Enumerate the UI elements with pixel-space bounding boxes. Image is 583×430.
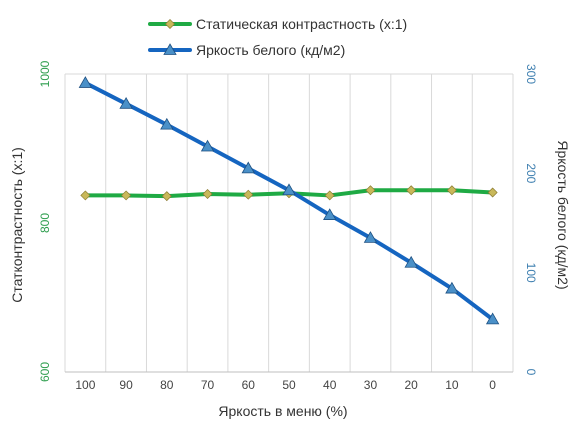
series-1-point <box>121 190 132 201</box>
x-tick-label: 60 <box>242 378 256 392</box>
series-1-point <box>446 185 457 196</box>
series-1-point <box>202 188 213 199</box>
right-tick-label: 200 <box>524 163 538 183</box>
x-tick-label: 20 <box>405 378 419 392</box>
series-2-point <box>282 183 296 196</box>
x-tick-label: 50 <box>282 378 296 392</box>
series-1-point <box>80 190 91 201</box>
right-tick-label: 0 <box>524 369 538 376</box>
legend-marker-1 <box>165 19 175 29</box>
right-tick-label: 100 <box>524 263 538 283</box>
series-2-point <box>323 208 337 220</box>
series-1-point <box>161 191 172 202</box>
legend-label-1: Статическая контрастность (x:1) <box>196 16 407 32</box>
left-axis-label: Статконтрастность (x:1) <box>9 147 25 303</box>
x-tick-label: 70 <box>201 378 215 392</box>
series-1-point <box>487 187 498 198</box>
x-axis-label: Яркость в меню (%) <box>218 403 347 419</box>
series-1-point <box>365 185 376 196</box>
left-tick-label: 600 <box>38 362 52 382</box>
x-tick-label: 100 <box>75 378 95 392</box>
left-tick-label: 800 <box>38 213 52 233</box>
legend-label-2: Яркость белого (кд/м2) <box>196 42 345 58</box>
left-tick-label: 1000 <box>38 60 52 87</box>
series <box>78 76 500 325</box>
legend-marker-2 <box>163 43 177 55</box>
series-2-point <box>160 117 174 130</box>
series-2-point <box>78 76 93 88</box>
series-1-point <box>243 189 254 200</box>
series-2-point <box>119 96 133 109</box>
right-tick-label: 300 <box>524 64 538 84</box>
x-tick-label: 90 <box>119 378 133 392</box>
grid <box>64 73 514 372</box>
series-1-point <box>324 190 335 201</box>
axes: 100 90 80 70 60 50 40 30 20 10 0600800100001002003… <box>38 60 538 392</box>
legend: Статическая контрастность (x:1) Яркость б… <box>148 16 407 58</box>
x-tick-label: 0 <box>489 378 496 392</box>
series-2-point <box>241 161 255 174</box>
series-2-point <box>363 231 378 243</box>
series-2-point <box>200 139 215 152</box>
x-tick-label: 30 <box>364 378 378 392</box>
series-1-point <box>406 185 417 196</box>
series-2-point <box>485 312 500 325</box>
x-tick-label: 80 <box>160 378 174 392</box>
x-tick-label: 40 <box>323 378 337 392</box>
x-tick-label: 10 <box>445 378 459 392</box>
series-2-point <box>404 255 418 268</box>
series-2-point <box>445 281 459 294</box>
right-axis-label: Яркость белого (кд/м2) <box>555 140 571 289</box>
